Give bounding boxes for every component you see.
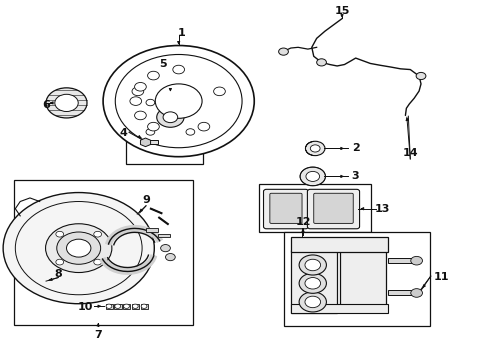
Circle shape: [132, 87, 143, 96]
Circle shape: [278, 48, 288, 55]
Circle shape: [198, 122, 209, 131]
Text: 3: 3: [351, 171, 359, 181]
Circle shape: [299, 273, 326, 293]
Circle shape: [132, 304, 138, 309]
Circle shape: [410, 256, 422, 265]
Circle shape: [181, 96, 199, 109]
Circle shape: [305, 141, 325, 156]
Bar: [114, 304, 122, 309]
Text: 2: 2: [351, 143, 359, 153]
Polygon shape: [140, 138, 150, 147]
FancyBboxPatch shape: [313, 193, 352, 224]
Circle shape: [185, 129, 194, 135]
Circle shape: [305, 259, 320, 271]
Circle shape: [142, 126, 159, 138]
Circle shape: [146, 99, 155, 106]
Bar: [290, 250, 336, 313]
Text: 1: 1: [177, 28, 184, 39]
Circle shape: [66, 239, 91, 257]
FancyBboxPatch shape: [307, 189, 359, 229]
Bar: [143, 140, 158, 144]
Text: 8: 8: [54, 269, 62, 279]
Circle shape: [305, 296, 320, 308]
Bar: [132, 304, 139, 309]
Circle shape: [141, 304, 147, 309]
Bar: [158, 234, 169, 237]
Circle shape: [299, 292, 326, 312]
Circle shape: [106, 304, 112, 309]
Circle shape: [415, 72, 425, 80]
Circle shape: [185, 99, 194, 106]
Text: 12: 12: [295, 217, 310, 227]
Circle shape: [299, 255, 326, 275]
Bar: [259, 184, 370, 232]
Text: 15: 15: [334, 6, 349, 16]
FancyBboxPatch shape: [263, 189, 308, 229]
Bar: [14, 180, 193, 325]
Circle shape: [147, 122, 159, 131]
Circle shape: [103, 45, 254, 157]
Circle shape: [316, 59, 326, 66]
Circle shape: [300, 167, 325, 186]
Circle shape: [155, 84, 202, 118]
Circle shape: [57, 232, 101, 264]
Circle shape: [45, 224, 112, 273]
Circle shape: [146, 129, 155, 135]
Circle shape: [172, 65, 184, 74]
Circle shape: [94, 259, 102, 265]
Circle shape: [134, 111, 146, 120]
Circle shape: [305, 278, 320, 289]
Text: 6: 6: [42, 100, 50, 110]
Circle shape: [115, 54, 242, 148]
Circle shape: [181, 126, 199, 138]
Circle shape: [147, 71, 159, 80]
Circle shape: [163, 112, 177, 123]
Bar: [387, 258, 414, 263]
Bar: [387, 291, 414, 295]
Bar: [290, 304, 387, 313]
Circle shape: [142, 96, 159, 109]
Bar: [126, 65, 203, 164]
Circle shape: [157, 107, 183, 127]
Circle shape: [55, 94, 78, 112]
Circle shape: [410, 289, 422, 297]
Bar: [141, 304, 148, 309]
Bar: [146, 228, 158, 232]
Text: 14: 14: [402, 148, 417, 158]
Circle shape: [56, 259, 63, 265]
Circle shape: [305, 171, 319, 181]
Text: 4: 4: [120, 129, 127, 138]
Text: 11: 11: [433, 272, 448, 282]
Circle shape: [165, 253, 175, 261]
Text: 13: 13: [374, 204, 390, 214]
Circle shape: [160, 244, 170, 252]
Circle shape: [46, 88, 87, 118]
Text: 5: 5: [159, 59, 166, 69]
Bar: [123, 304, 130, 309]
Circle shape: [115, 304, 121, 309]
FancyBboxPatch shape: [269, 193, 302, 224]
Bar: [284, 232, 429, 326]
Bar: [105, 304, 113, 309]
Circle shape: [137, 93, 203, 141]
Circle shape: [3, 193, 154, 304]
Circle shape: [130, 97, 142, 105]
Bar: [290, 237, 387, 252]
Circle shape: [94, 231, 102, 237]
Circle shape: [213, 87, 225, 96]
Text: 9: 9: [142, 195, 150, 205]
Circle shape: [134, 82, 146, 91]
Circle shape: [310, 145, 320, 152]
Circle shape: [56, 231, 63, 237]
Text: 10: 10: [78, 302, 93, 312]
Bar: [339, 250, 385, 306]
Text: 7: 7: [94, 330, 102, 340]
Circle shape: [123, 304, 129, 309]
